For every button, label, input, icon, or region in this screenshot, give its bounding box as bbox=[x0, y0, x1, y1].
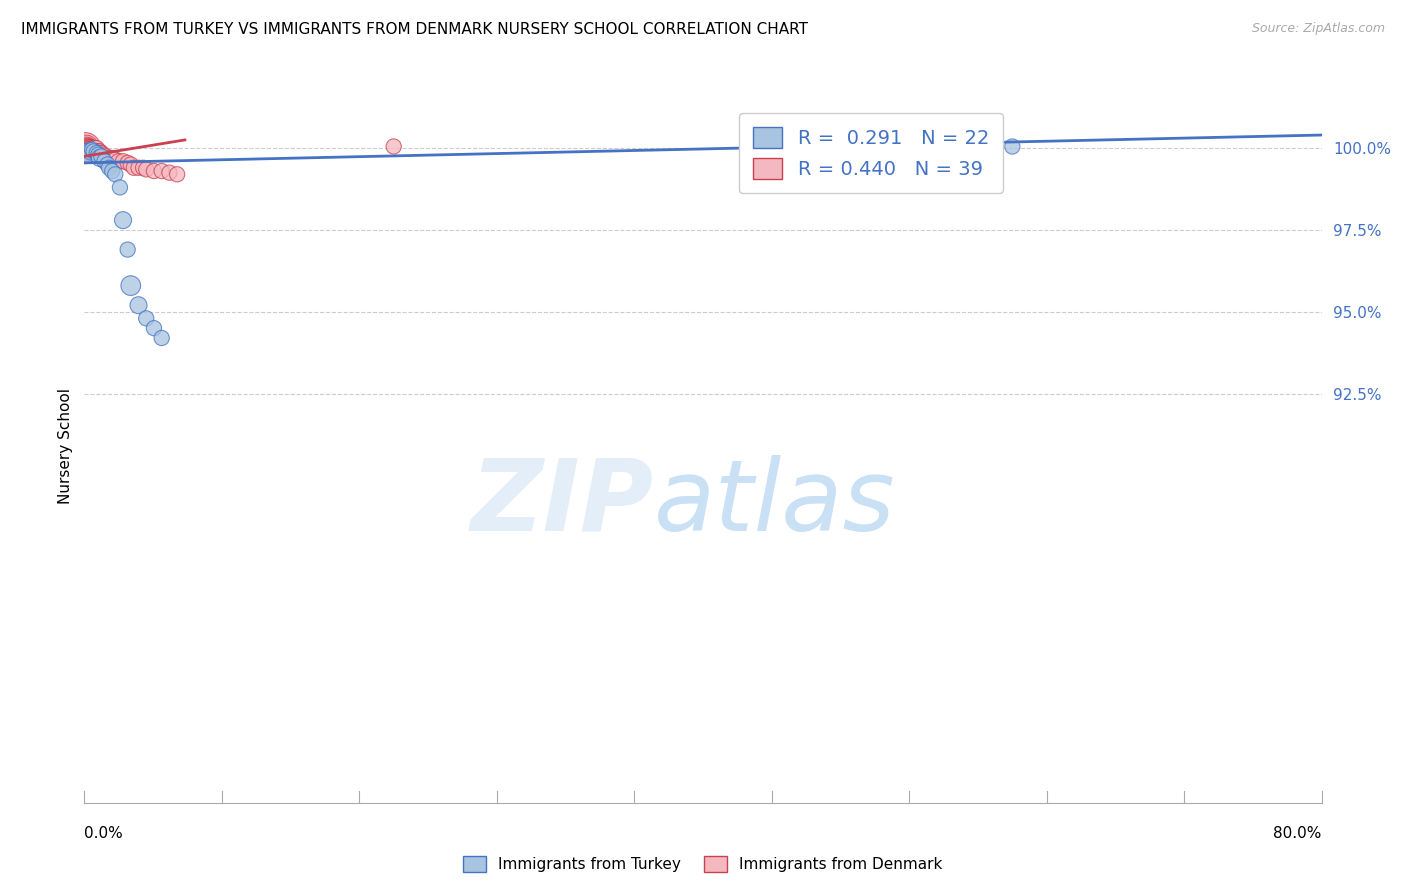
Point bbox=[107, 154, 129, 169]
Text: 0.0%: 0.0% bbox=[84, 826, 124, 841]
Legend: Immigrants from Turkey, Immigrants from Denmark: Immigrants from Turkey, Immigrants from … bbox=[456, 848, 950, 880]
Point bbox=[127, 298, 149, 312]
Legend: R =  0.291   N = 22, R = 0.440   N = 39: R = 0.291 N = 22, R = 0.440 N = 39 bbox=[740, 113, 1002, 193]
Point bbox=[93, 154, 115, 169]
Point bbox=[87, 146, 110, 161]
Point bbox=[150, 164, 173, 178]
Point bbox=[1001, 139, 1024, 153]
Point bbox=[84, 145, 107, 159]
Text: atlas: atlas bbox=[654, 455, 896, 551]
Text: 80.0%: 80.0% bbox=[1274, 826, 1322, 841]
Point bbox=[76, 141, 98, 155]
Text: Source: ZipAtlas.com: Source: ZipAtlas.com bbox=[1251, 22, 1385, 36]
Point bbox=[108, 180, 131, 194]
Point bbox=[83, 143, 105, 157]
Point bbox=[77, 141, 100, 155]
Point bbox=[86, 141, 108, 155]
Point bbox=[76, 146, 98, 161]
Text: IMMIGRANTS FROM TURKEY VS IMMIGRANTS FROM DENMARK NURSERY SCHOOL CORRELATION CHA: IMMIGRANTS FROM TURKEY VS IMMIGRANTS FRO… bbox=[21, 22, 808, 37]
Point bbox=[135, 311, 157, 326]
Point bbox=[117, 243, 139, 257]
Point bbox=[143, 164, 166, 178]
Point bbox=[83, 141, 105, 155]
Point bbox=[84, 141, 107, 155]
Point bbox=[94, 149, 117, 163]
Point bbox=[159, 166, 180, 180]
Point bbox=[101, 164, 124, 178]
Point bbox=[104, 167, 127, 181]
Point bbox=[79, 141, 101, 155]
Point bbox=[112, 213, 135, 227]
Text: ZIP: ZIP bbox=[471, 455, 654, 551]
Point bbox=[87, 147, 110, 161]
Point bbox=[135, 162, 157, 177]
Point bbox=[98, 161, 121, 175]
Point bbox=[86, 146, 108, 161]
Point bbox=[75, 141, 97, 155]
Point bbox=[79, 141, 101, 155]
Point bbox=[98, 151, 121, 165]
Point bbox=[382, 139, 405, 153]
Point bbox=[150, 331, 173, 345]
Point bbox=[91, 147, 114, 161]
Point bbox=[82, 143, 104, 157]
Point bbox=[90, 146, 112, 161]
Point bbox=[80, 141, 103, 155]
Point bbox=[83, 145, 105, 159]
Y-axis label: Nursery School: Nursery School bbox=[58, 388, 73, 504]
Point bbox=[86, 145, 108, 159]
Point bbox=[166, 167, 188, 181]
Point bbox=[143, 321, 166, 335]
Point bbox=[120, 278, 142, 293]
Point bbox=[120, 157, 142, 171]
Point bbox=[75, 141, 97, 155]
Point bbox=[87, 145, 110, 159]
Point bbox=[82, 141, 104, 155]
Point bbox=[132, 161, 155, 175]
Point bbox=[77, 141, 100, 155]
Point bbox=[89, 151, 111, 165]
Point bbox=[122, 161, 145, 175]
Point bbox=[79, 145, 101, 159]
Point bbox=[90, 149, 112, 163]
Point bbox=[89, 145, 111, 159]
Point bbox=[82, 141, 104, 155]
Point bbox=[76, 141, 98, 155]
Point bbox=[96, 157, 118, 171]
Point bbox=[117, 156, 139, 170]
Point bbox=[127, 161, 149, 175]
Point bbox=[104, 153, 127, 167]
Point bbox=[112, 154, 135, 169]
Point bbox=[101, 151, 124, 165]
